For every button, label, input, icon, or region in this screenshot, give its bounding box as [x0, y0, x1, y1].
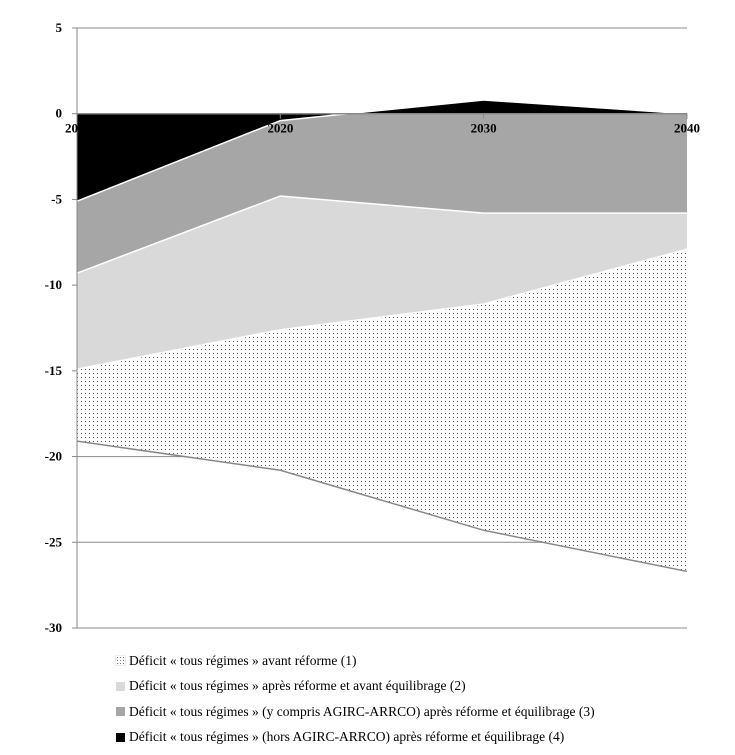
legend-swatch [115, 655, 126, 667]
series-edge-4 [76, 99, 688, 202]
y-tick-label: -10 [45, 277, 62, 292]
area-series-3 [77, 113, 687, 274]
series-edge-2 [76, 248, 688, 370]
y-tick-label: -25 [45, 534, 63, 549]
x-tick-label: 2030 [471, 121, 497, 136]
legend-swatch [116, 732, 125, 742]
legend-swatch [116, 681, 125, 691]
x-tick-label: 20 [65, 121, 78, 136]
y-tick-label: -20 [45, 449, 62, 464]
y-tick-label: 5 [56, 20, 63, 35]
legend-label: Déficit « tous régimes » après réforme e… [129, 678, 466, 694]
y-tick-label: -30 [45, 620, 62, 635]
legend-label: Déficit « tous régimes » (y compris AGIR… [129, 703, 595, 719]
legend-item: Déficit « tous régimes » après réforme e… [116, 674, 595, 700]
y-tick-label: -15 [45, 363, 63, 378]
legend-item: Déficit « tous régimes » (y compris AGIR… [116, 699, 595, 725]
legend-label: Déficit « tous régimes » avant réforme (… [129, 652, 357, 668]
y-tick-label: 0 [56, 106, 63, 121]
series-edge-1 [76, 440, 688, 573]
area-series-4 [77, 100, 687, 202]
legend-swatch [116, 707, 125, 717]
legend-item: Déficit « tous régimes » (hors AGIRC-ARR… [116, 725, 595, 751]
y-tick-label: -5 [51, 191, 62, 206]
legend-label: Déficit « tous régimes » (hors AGIRC-ARR… [129, 729, 565, 745]
series-edge-3 [76, 195, 687, 274]
legend: Déficit « tous régimes » avant réforme (… [115, 648, 595, 751]
x-tick-label: 2040 [674, 121, 700, 136]
x-tick-label: 2020 [267, 121, 293, 136]
legend-item: Déficit « tous régimes » avant réforme (… [115, 648, 595, 674]
